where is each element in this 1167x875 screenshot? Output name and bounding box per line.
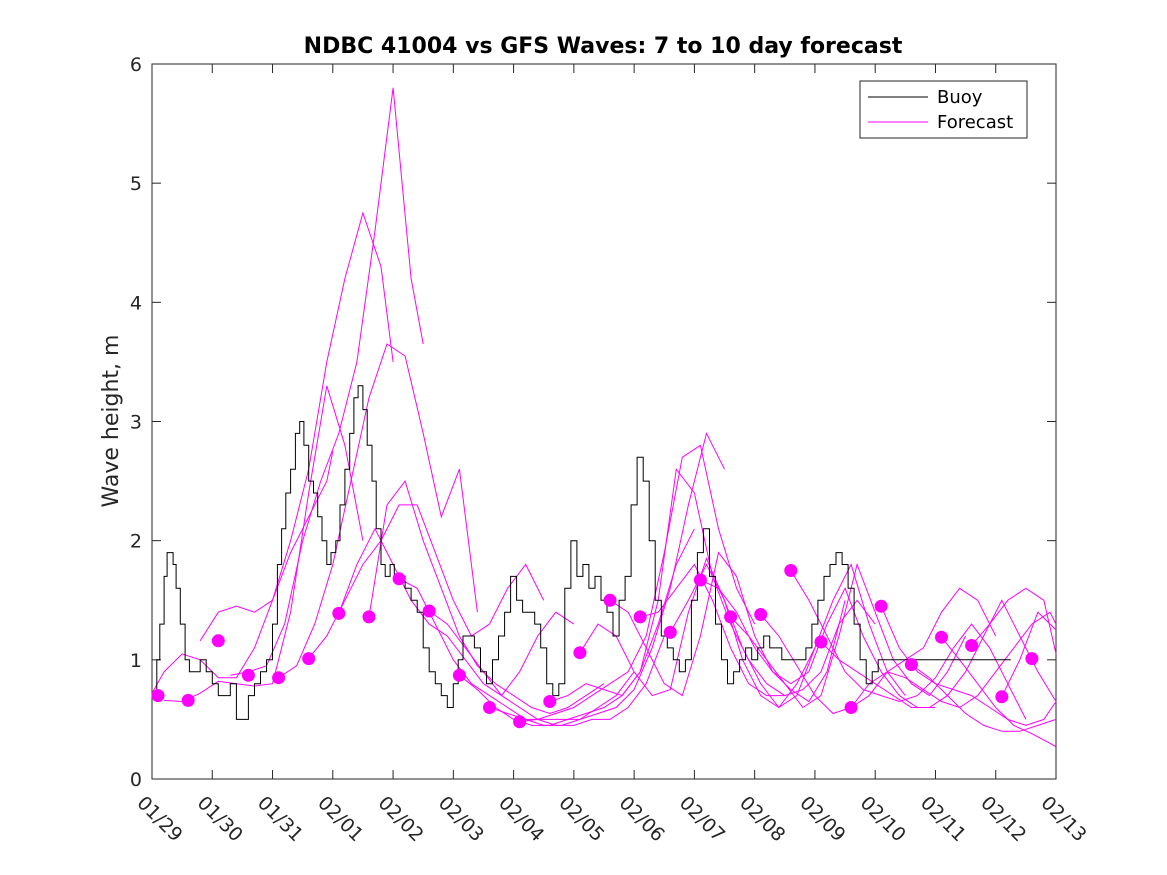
x-tick-label: 02/04 bbox=[494, 792, 548, 846]
forecast-marker bbox=[754, 608, 768, 621]
y-tick-label: 4 bbox=[130, 292, 142, 314]
x-tick-label: 02/06 bbox=[615, 792, 669, 846]
forecast-series bbox=[151, 87, 1057, 748]
forecast-marker bbox=[663, 625, 677, 639]
forecast-marker bbox=[483, 701, 496, 714]
y-axis: 0 1 2 3 4 5 6 bbox=[130, 54, 1056, 791]
y-tick-label: 3 bbox=[130, 412, 142, 434]
forecast-line bbox=[278, 343, 478, 679]
forecast-marker bbox=[784, 564, 798, 577]
forecast-marker bbox=[995, 690, 1009, 704]
forecast-line bbox=[164, 385, 364, 703]
forecast-line bbox=[730, 562, 967, 709]
forecast-marker bbox=[241, 668, 255, 682]
forecast-marker bbox=[814, 635, 828, 649]
forecast-marker bbox=[603, 593, 617, 607]
forecast-line bbox=[609, 551, 846, 703]
forecast-marker bbox=[392, 572, 406, 586]
x-tick-label: 02/09 bbox=[795, 792, 849, 846]
legend-box bbox=[859, 80, 1028, 139]
forecast-marker bbox=[543, 695, 557, 708]
legend-forecast-label: Forecast bbox=[937, 112, 1013, 133]
forecast-marker bbox=[272, 671, 286, 685]
x-tick-label: 02/01 bbox=[313, 792, 367, 846]
forecast-line bbox=[519, 444, 756, 723]
forecast-line bbox=[428, 610, 665, 726]
x-tick-label: 02/11 bbox=[916, 792, 970, 846]
x-tick-label: 02/02 bbox=[374, 792, 428, 846]
x-tick-label: 02/12 bbox=[976, 792, 1030, 846]
forecast-marker bbox=[452, 668, 466, 682]
forecast-line bbox=[459, 528, 695, 726]
forecast-marker bbox=[211, 634, 225, 648]
forecast-line bbox=[760, 587, 997, 715]
x-tick-label: 02/05 bbox=[554, 792, 608, 846]
buoy-series bbox=[152, 385, 1011, 720]
forecast-line bbox=[941, 636, 1057, 748]
x-tick-label: 01/30 bbox=[193, 792, 247, 846]
forecast-marker bbox=[513, 715, 527, 729]
y-tick-label: 2 bbox=[130, 531, 142, 553]
forecast-marker bbox=[633, 610, 647, 624]
forecast-line bbox=[398, 578, 635, 720]
x-tick-label: 02/03 bbox=[434, 792, 488, 846]
x-tick-label: 02/10 bbox=[856, 792, 910, 846]
forecast-line bbox=[700, 579, 936, 708]
forecast-line bbox=[1001, 611, 1057, 698]
y-tick-label: 0 bbox=[130, 769, 142, 791]
forecast-marker bbox=[302, 652, 316, 666]
forecast-marker bbox=[1025, 652, 1039, 666]
x-tick-label: 01/31 bbox=[253, 792, 307, 846]
forecast-line bbox=[971, 587, 1057, 655]
forecast-line bbox=[338, 527, 575, 697]
forecast-marker bbox=[181, 693, 195, 707]
chart-title: NDBC 41004 vs GFS Waves: 7 to 10 day for… bbox=[304, 34, 903, 59]
forecast-marker bbox=[422, 604, 436, 618]
forecast-line bbox=[790, 570, 1027, 720]
x-tick-label: 02/13 bbox=[1036, 792, 1090, 846]
forecast-marker bbox=[151, 689, 165, 703]
buoy-line bbox=[152, 385, 1011, 720]
x-tick-label: 02/07 bbox=[675, 792, 729, 846]
forecast-marker bbox=[965, 639, 979, 652]
forecast-marker bbox=[874, 599, 888, 613]
forecast-markers bbox=[151, 564, 1039, 729]
forecast-line bbox=[820, 599, 1057, 708]
forecast-line bbox=[308, 504, 545, 659]
forecast-marker bbox=[724, 610, 738, 624]
legend: Buoy Forecast bbox=[859, 80, 1028, 139]
forecast-line bbox=[199, 211, 394, 642]
y-axis-label: Wave height, m bbox=[99, 335, 124, 508]
forecast-line bbox=[640, 563, 876, 697]
forecast-marker bbox=[332, 606, 346, 620]
y-tick-label: 1 bbox=[130, 650, 142, 672]
y-tick-label: 5 bbox=[130, 173, 142, 195]
forecast-line bbox=[230, 87, 424, 676]
forecast-marker bbox=[844, 701, 858, 714]
x-tick-label: 01/29 bbox=[132, 792, 186, 846]
forecast-marker bbox=[573, 646, 587, 660]
forecast-marker bbox=[904, 658, 918, 672]
legend-buoy-label: Buoy bbox=[937, 87, 983, 108]
forecast-marker bbox=[362, 610, 376, 624]
y-tick-label: 6 bbox=[130, 54, 142, 76]
x-tick-label: 02/08 bbox=[735, 792, 789, 846]
forecast-line bbox=[911, 664, 1057, 732]
forecast-marker bbox=[693, 573, 707, 587]
forecast-marker bbox=[935, 630, 948, 644]
